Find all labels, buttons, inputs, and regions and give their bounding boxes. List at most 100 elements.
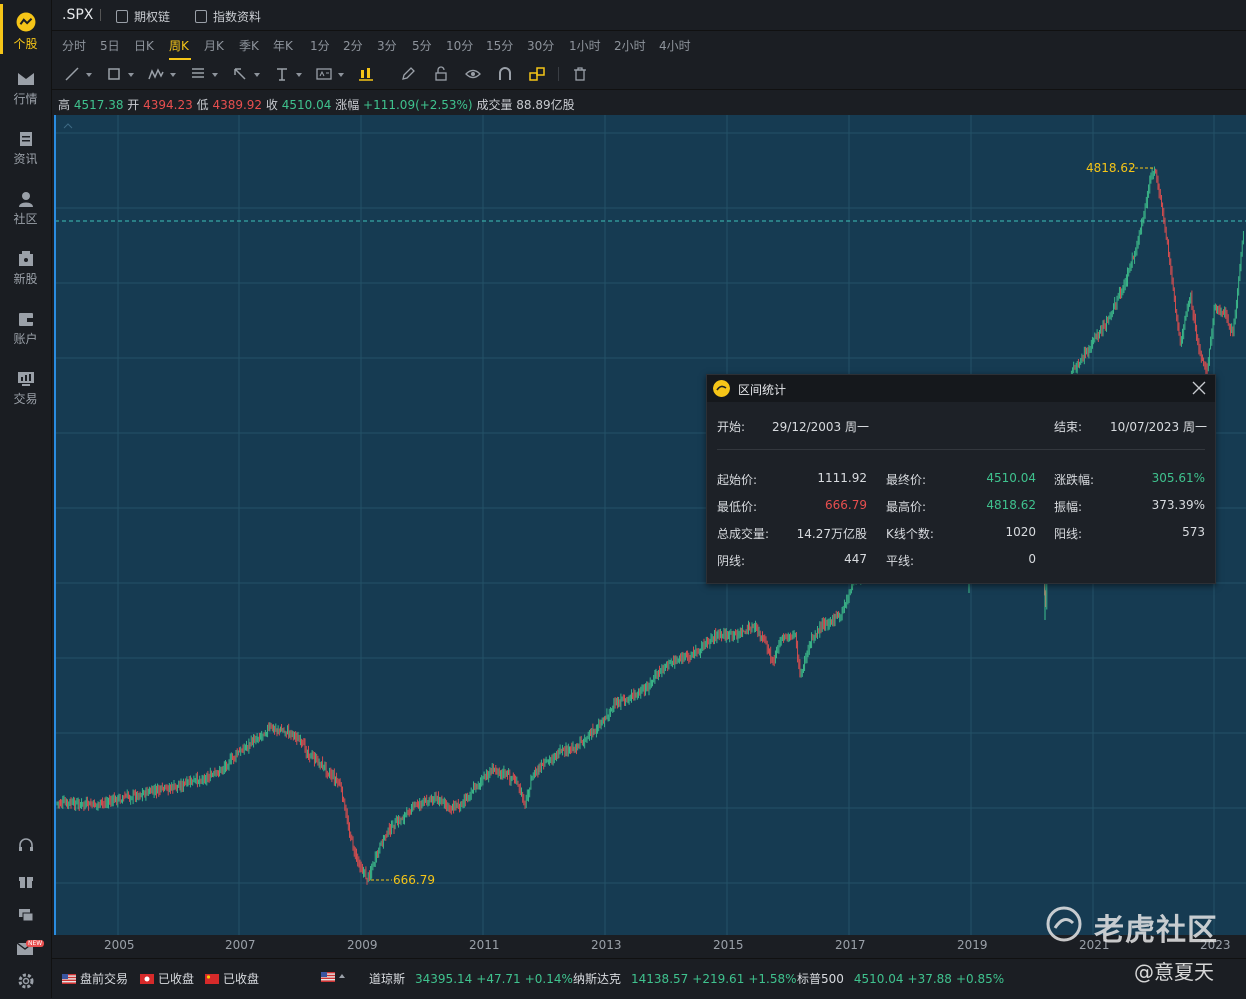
market-status-hk[interactable]: 已收盘 (140, 970, 194, 987)
arrow-tool-icon[interactable] (232, 66, 248, 82)
stats-header[interactable]: 区间统计 (707, 375, 1215, 402)
title-separator (100, 9, 101, 21)
sidebar-item-stock[interactable]: 个股 (0, 12, 51, 52)
settings-icon[interactable] (17, 972, 35, 990)
option-chain-link[interactable]: 期权链 (116, 8, 170, 25)
stats-divider (717, 449, 1205, 450)
sidebar-item-market[interactable]: 行情 (0, 71, 51, 107)
fib-tool-icon[interactable] (190, 66, 206, 82)
collapse-caret-icon (63, 123, 73, 129)
trash-icon[interactable] (572, 66, 588, 82)
tab-period-0[interactable]: 分时 (62, 39, 87, 53)
chevron-down-icon[interactable] (170, 73, 176, 77)
tiger-watermark-icon (1046, 906, 1082, 942)
stats-value: 4510.04 (986, 471, 1036, 485)
open-value: 4394.23 (143, 98, 193, 112)
cn-flag-icon (205, 974, 219, 984)
start-label: 开始: (717, 420, 746, 434)
market-status-cn[interactable]: 已收盘 (205, 970, 259, 987)
tab-period-13[interactable]: 30分 (527, 39, 555, 53)
tab-period-3[interactable]: 周K (169, 39, 189, 53)
tab-period-9[interactable]: 3分 (377, 39, 397, 53)
support-icon[interactable] (17, 837, 35, 855)
close-value: 4510.04 (281, 98, 332, 112)
sidebar-item-ipo[interactable]: 新股 (0, 251, 51, 287)
tiger-logo-icon (713, 380, 730, 397)
tab-period-15[interactable]: 2小时 (614, 39, 646, 53)
low-marker-label: 666.79 (393, 873, 435, 887)
sidebar-item-news[interactable]: 资讯 (0, 131, 51, 167)
stats-value: 14.27万亿股 (796, 527, 867, 541)
tab-period-7[interactable]: 1分 (310, 39, 330, 53)
sidebar-item-account[interactable]: 账户 (0, 311, 51, 347)
tab-period-1[interactable]: 5日 (100, 39, 120, 53)
label-tool-icon[interactable] (316, 66, 332, 82)
index-info-link[interactable]: 指数资料 (195, 8, 261, 25)
new-badge: NEW (26, 940, 45, 947)
text-tool-icon[interactable] (274, 66, 290, 82)
chevron-down-icon[interactable] (128, 73, 134, 77)
tab-period-4[interactable]: 月K (204, 39, 224, 53)
rect-tool-icon[interactable] (106, 66, 122, 82)
document-icon (116, 10, 128, 23)
low-value: 4389.92 (212, 98, 263, 112)
pen-icon[interactable] (400, 66, 416, 82)
index-value: 14138.57 (631, 972, 689, 986)
link-icon[interactable] (529, 66, 545, 82)
tab-period-2[interactable]: 日K (134, 39, 154, 53)
x-tick-label: 2013 (591, 938, 622, 952)
tab-period-5[interactable]: 季K (239, 39, 259, 53)
tab-period-14[interactable]: 1小时 (569, 39, 601, 53)
line-tool-icon[interactable] (64, 66, 80, 82)
market-icon (17, 73, 34, 85)
market-status-label: 已收盘 (158, 972, 195, 986)
tab-period-16[interactable]: 4小时 (659, 39, 691, 53)
index-info-label: 指数资料 (213, 10, 262, 24)
volume-label: 成交量 (476, 98, 513, 112)
ohlc-info-bar: 高 4517.38 开 4394.23 低 4389.92 收 4510.04 … (52, 92, 1246, 118)
index-change: +219.61 (692, 972, 745, 986)
stats-label: 振幅: (1054, 500, 1083, 514)
stats-value: 666.79 (825, 498, 867, 512)
sidebar-item-community[interactable]: 社区 (0, 191, 51, 227)
chevron-down-icon[interactable] (86, 73, 92, 77)
close-icon[interactable] (1191, 380, 1207, 396)
watermark-brand: 老虎社区 (1094, 913, 1218, 948)
active-tab-underline (169, 58, 191, 60)
chat-icon[interactable] (17, 906, 35, 924)
toolbar-divider (558, 67, 559, 81)
sidebar-item-label: 个股 (13, 37, 38, 51)
tab-period-12[interactable]: 15分 (486, 39, 514, 53)
tab-period-11[interactable]: 10分 (446, 39, 474, 53)
tab-period-10[interactable]: 5分 (412, 39, 432, 53)
sidebar-item-label: 社区 (13, 212, 38, 226)
us-flag-icon (321, 972, 335, 982)
index-quote[interactable]: 道琼斯 34395.14 +47.71 +0.14% (369, 970, 577, 987)
tab-period-8[interactable]: 2分 (343, 39, 363, 53)
us-flag-icon (62, 974, 76, 984)
chevron-down-icon[interactable] (338, 73, 344, 77)
x-tick-label: 2009 (347, 938, 378, 952)
gift-icon[interactable] (17, 871, 35, 889)
index-quote[interactable]: 纳斯达克 14138.57 +219.61 +1.58% (573, 970, 801, 987)
market-status-us[interactable]: 盘前交易 (62, 970, 128, 987)
chart-canvas[interactable]: 4818.62 666.79 (55, 115, 1246, 935)
x-tick-label: 2019 (957, 938, 988, 952)
chart-type-icon[interactable] (358, 66, 374, 82)
watermark-author: @意夏天 (1134, 960, 1214, 984)
lock-icon[interactable] (433, 66, 449, 82)
chevron-down-icon[interactable] (254, 73, 260, 77)
chevron-down-icon[interactable] (212, 73, 218, 77)
change-value: +111.09(+2.53%) (363, 98, 473, 112)
sidebar-item-trade[interactable]: 交易 (0, 371, 51, 407)
index-region-selector[interactable] (321, 970, 345, 984)
end-value: 10/07/2023 周一 (1110, 420, 1207, 434)
magnet-icon[interactable] (497, 66, 513, 82)
chevron-down-icon[interactable] (296, 73, 302, 77)
tab-period-6[interactable]: 年K (273, 39, 293, 53)
x-tick-label: 2011 (469, 938, 500, 952)
index-quote[interactable]: 标普500 4510.04 +37.88 +0.85% (797, 970, 1008, 987)
eye-icon[interactable] (465, 66, 481, 82)
mail-button[interactable]: NEW (17, 940, 45, 958)
wave-tool-icon[interactable] (148, 66, 164, 82)
